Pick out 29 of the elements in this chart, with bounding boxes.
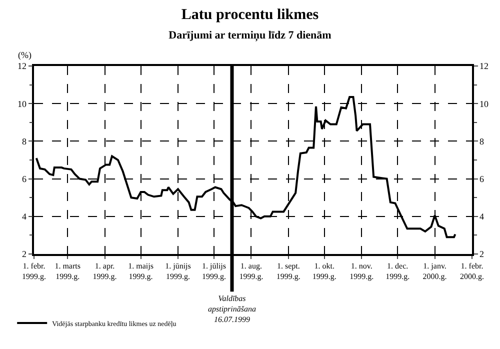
y-tick-label: 12 — [17, 61, 26, 72]
x-tick-label: 1. nov. 1999.g. — [350, 261, 374, 281]
ref-line-label: Valdības apstiprināšana 16.07.1999 — [208, 294, 256, 324]
x-tick-label: 1. jūlijs 1999.g. — [202, 261, 226, 281]
x-tick-label: 1. apr. 1999.g. — [92, 261, 117, 281]
x-tick-label: 1. dec. 1999.g. — [386, 261, 410, 281]
x-tick-label: 1. maijs 1999.g. — [128, 261, 154, 281]
y-tick-label: 8 — [22, 136, 27, 146]
x-tick-label: 1. jūnijs 1999.g. — [165, 261, 191, 281]
y-tick-label: 10 — [17, 98, 27, 109]
x-tick-label: 1. aug. 1999.g. — [239, 261, 264, 281]
x-tick-label: 1. sept. 1999.g. — [276, 261, 300, 281]
y-tick-label: 6 — [22, 174, 27, 184]
x-tick-label: 1. okt. 1999.g. — [312, 261, 336, 281]
y2-tick-label: 10 — [480, 98, 490, 109]
y2-tick-label: 12 — [480, 61, 489, 72]
y-tick-label: 4 — [22, 212, 27, 222]
y2-tick-label: 4 — [480, 212, 485, 222]
x-tick-label: 1. janv. 2000.g. — [422, 261, 447, 281]
y-tick-label: 2 — [22, 249, 26, 260]
y-axis-title: (%) — [18, 50, 32, 60]
x-tick-label: 1. febr. 1999.g. — [22, 261, 46, 281]
x-tick-label: 1. marts 1999.g. — [54, 261, 80, 281]
y2-tick-label: 8 — [480, 136, 485, 146]
x-tick-label: 1. febr. 2000.g. — [460, 261, 484, 281]
y2-tick-label: 2 — [480, 249, 484, 260]
chart-subtitle: Darījumi ar termiņu līdz 7 dienām — [168, 30, 332, 42]
chart-title: Latu procentu likmes — [181, 7, 319, 24]
y2-tick-label: 6 — [480, 174, 485, 184]
